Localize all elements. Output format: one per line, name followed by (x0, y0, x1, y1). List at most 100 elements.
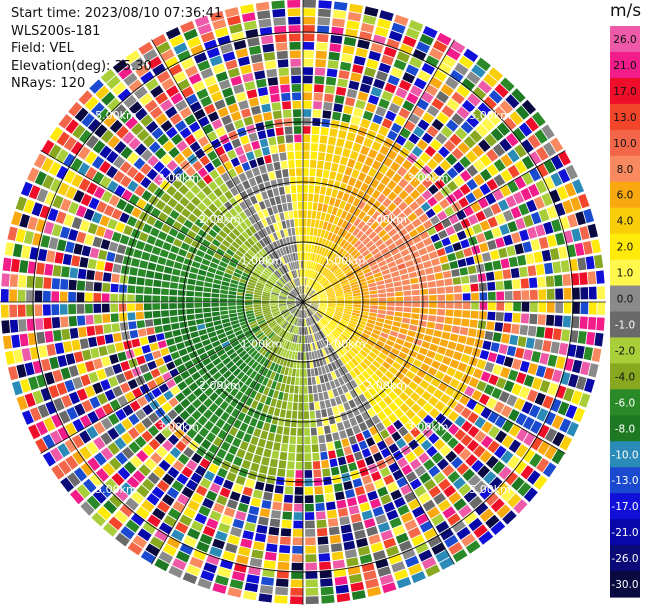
velocity-gate (296, 453, 303, 462)
velocity-gate (312, 334, 316, 342)
velocity-gate (303, 344, 306, 352)
velocity-gate (366, 186, 375, 196)
velocity-gate (423, 334, 433, 343)
velocity-gate (300, 310, 303, 318)
velocity-gate (222, 51, 236, 62)
velocity-gate (246, 284, 255, 289)
velocity-gate (373, 272, 382, 278)
velocity-gate (197, 415, 208, 426)
velocity-gate (479, 486, 493, 500)
velocity-gate (182, 333, 191, 341)
velocity-gate (211, 288, 220, 294)
velocity-gate (257, 230, 265, 239)
velocity-gate (392, 361, 402, 370)
velocity-gate (239, 422, 249, 432)
velocity-gate (366, 58, 379, 70)
velocity-gate (206, 271, 215, 278)
velocity-gate (324, 161, 332, 170)
velocity-gate (418, 452, 430, 464)
velocity-gate (5, 350, 15, 365)
velocity-gate (211, 157, 222, 168)
velocity-gate (77, 162, 90, 176)
velocity-gate (561, 329, 570, 342)
velocity-gate (343, 289, 352, 293)
velocity-gate (165, 27, 181, 40)
velocity-gate (474, 416, 486, 429)
velocity-gate (102, 314, 111, 323)
velocity-gate (320, 330, 326, 338)
velocity-gate (383, 344, 393, 352)
velocity-gate (405, 370, 416, 380)
velocity-gate (227, 534, 240, 546)
velocity-gate (274, 196, 282, 205)
velocity-gate (473, 173, 485, 186)
velocity-gate (178, 248, 188, 257)
velocity-gate (505, 195, 517, 208)
velocity-gate (319, 266, 326, 274)
velocity-gate (292, 289, 298, 296)
velocity-gate (43, 317, 52, 330)
velocity-gate (308, 269, 312, 278)
velocity-gate (236, 127, 247, 137)
velocity-gate (403, 290, 412, 296)
velocity-gate (303, 386, 308, 394)
velocity-gate (154, 558, 170, 572)
velocity-gate (332, 281, 340, 287)
velocity-gate (340, 279, 349, 285)
velocity-gate (136, 484, 150, 498)
velocity-gate (357, 494, 368, 504)
velocity-gate (132, 470, 146, 483)
velocity-gate (494, 270, 503, 280)
velocity-gate (208, 181, 218, 191)
velocity-gate (203, 312, 212, 318)
velocity-gate (353, 304, 361, 308)
velocity-gate (472, 187, 484, 200)
velocity-gate (355, 254, 364, 262)
velocity-gate (459, 327, 469, 336)
velocity-gate (265, 216, 273, 226)
velocity-gate (168, 397, 179, 408)
velocity-gate (258, 516, 269, 526)
velocity-gate (185, 416, 196, 427)
velocity-gate (99, 484, 113, 498)
velocity-gate (460, 434, 473, 447)
velocity-gate (308, 334, 312, 343)
velocity-gate (316, 274, 322, 282)
velocity-gate (335, 584, 349, 594)
velocity-gate (367, 196, 376, 206)
velocity-gate (446, 47, 461, 61)
velocity-gate (186, 36, 201, 49)
velocity-gate (318, 544, 330, 554)
velocity-gate (536, 408, 549, 422)
velocity-gate (319, 349, 324, 358)
velocity-gate (175, 255, 185, 263)
velocity-gate (423, 414, 434, 426)
velocity-gate (179, 410, 190, 421)
velocity-gate (245, 397, 254, 407)
velocity-gate (127, 378, 138, 390)
velocity-gate (390, 218, 400, 227)
velocity-gate (104, 366, 115, 378)
velocity-gate (278, 297, 287, 300)
velocity-gate (187, 499, 200, 512)
velocity-gate (303, 117, 311, 126)
velocity-gate (441, 237, 451, 247)
velocity-gate (174, 120, 187, 132)
velocity-gate (253, 306, 262, 310)
velocity-gate (319, 305, 327, 309)
velocity-gate (327, 509, 338, 519)
velocity-gate (264, 181, 272, 190)
velocity-gate (216, 220, 225, 229)
velocity-gate (123, 461, 137, 474)
velocity-gate (295, 227, 299, 235)
velocity-gate (426, 321, 436, 329)
velocity-gate (295, 151, 302, 160)
colorbar-step (610, 285, 640, 313)
velocity-gate (549, 189, 561, 204)
velocity-gate (400, 323, 410, 330)
velocity-gate (220, 310, 229, 315)
velocity-gate (292, 202, 298, 210)
velocity-gate (134, 143, 147, 156)
velocity-gate (318, 435, 326, 444)
velocity-gate (169, 282, 179, 289)
